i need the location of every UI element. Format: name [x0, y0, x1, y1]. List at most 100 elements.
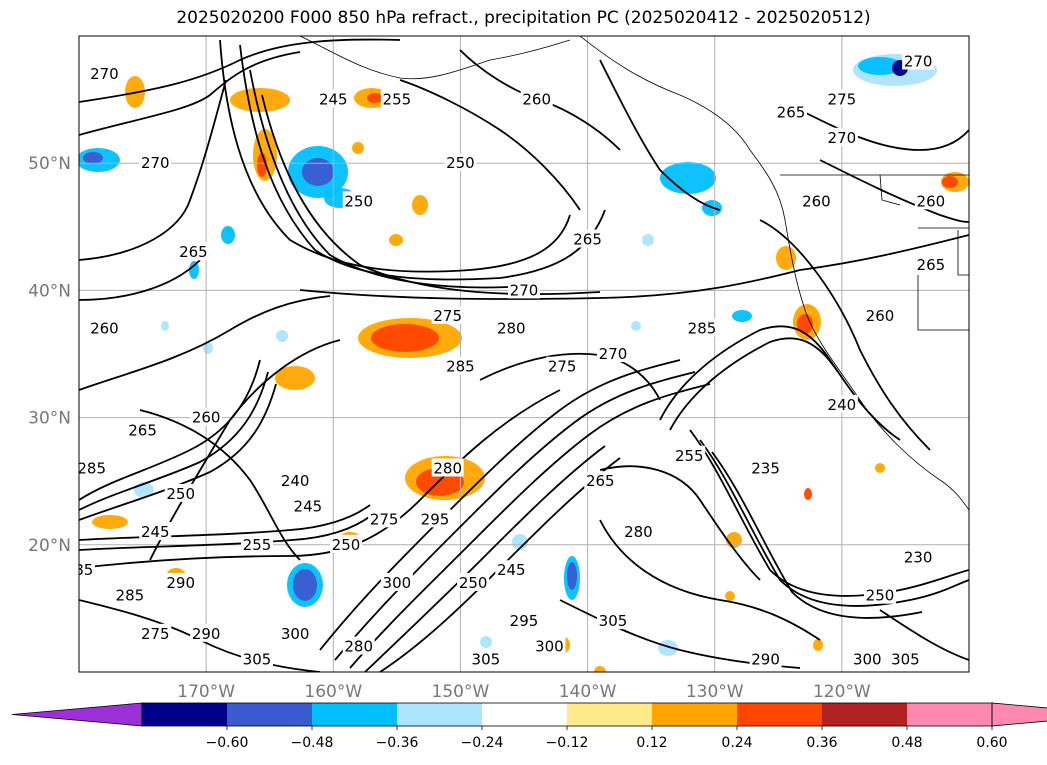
contour-label-bg [597, 611, 629, 630]
colorbar-tick-label: 0.48 [891, 735, 922, 751]
precip-blob [221, 226, 235, 244]
contour-label: 285 [65, 561, 94, 579]
contour-line [669, 337, 839, 431]
precip-blob [83, 152, 103, 164]
contour-label-bg [457, 572, 490, 591]
contour-label-bg [419, 509, 451, 528]
contour-label-bg [241, 534, 273, 553]
contour-line [319, 359, 681, 651]
contour-label-bg [317, 89, 350, 108]
contour-label-bg [79, 458, 108, 477]
contour-label-bg [164, 572, 197, 591]
coastline [879, 174, 901, 206]
contour-label-bg [469, 649, 502, 668]
colorbar-tick-label: 0.24 [721, 735, 752, 751]
contour-label: 260 [90, 320, 119, 338]
contour-label: 290 [751, 650, 780, 668]
contour-label-bg [749, 458, 782, 477]
precip-blob [276, 330, 288, 342]
lat-tick-label: 40°N [28, 281, 71, 301]
contour-label-bg [902, 51, 935, 70]
contour-line [599, 59, 721, 211]
contour-line [799, 109, 969, 151]
contour-label: 260 [802, 192, 831, 210]
contour-label: 260 [917, 192, 946, 210]
colorbar-extend-low [11, 702, 143, 727]
contour-label: 305 [599, 612, 628, 630]
colorbar-segment [312, 703, 397, 726]
contour-label: 285 [77, 459, 106, 477]
contour-label: 270 [90, 65, 119, 83]
contour-line [79, 359, 261, 501]
colorbar-tick-label: −0.48 [291, 735, 334, 751]
colorbar-segment [907, 703, 992, 726]
contour-label: 275 [370, 510, 399, 528]
contour-label: 275 [548, 358, 577, 376]
contour-label: 275 [433, 307, 462, 325]
contour-line [759, 219, 931, 451]
chart-title: 2025020200 F000 850 hPa refract., precip… [176, 8, 871, 28]
contour-label-bg [139, 153, 172, 172]
contour-label: 280 [624, 523, 653, 541]
contour-label-bg [190, 407, 223, 426]
precip-blob [203, 342, 213, 354]
precip-blob [813, 639, 823, 651]
contour-label: 295 [510, 612, 539, 630]
contour-label-bg [164, 483, 197, 502]
contour-label: 305 [472, 650, 501, 668]
contour-label: 250 [459, 574, 488, 592]
contour-label: 250 [344, 192, 373, 210]
contour-label: 255 [675, 447, 704, 465]
colorbar-tick-label: 0.60 [976, 735, 1007, 751]
lat-tick-label: 20°N [28, 536, 71, 556]
contour-label-bg [79, 560, 95, 579]
contour-line [219, 39, 571, 273]
lat-tick-label: 50°N [28, 154, 71, 174]
contour-line [599, 465, 761, 581]
contour-labels: 270 245 255 260 270 250 250 265 265 275 270 270 260 2… [65, 51, 947, 668]
map-frame [78, 35, 970, 673]
contour-label: 300 [535, 638, 564, 656]
contour-label-bg [546, 356, 579, 375]
contour-label: 305 [243, 650, 272, 668]
precip-blob [480, 636, 492, 648]
contour-label-bg [495, 318, 528, 337]
contour-label-bg [914, 191, 947, 210]
contour-label: 295 [421, 510, 450, 528]
contour-line [334, 371, 696, 661]
contour-label: 275 [141, 625, 170, 643]
contour-label: 300 [383, 574, 412, 592]
precip-blob [725, 591, 735, 601]
contour-label-bg [749, 649, 782, 668]
contour-line [699, 439, 969, 607]
contour-line [79, 383, 277, 521]
precip-blob [642, 234, 654, 246]
latitude-labels: 50°N 40°N 30°N 20°N [28, 154, 71, 556]
contour-label-bg [851, 649, 884, 668]
contour-line [79, 79, 227, 261]
contour-label-bg [126, 420, 159, 439]
contour-label: 285 [688, 320, 717, 338]
contour-label: 265 [586, 472, 615, 490]
contour-line [399, 79, 581, 211]
colorbar-segment [142, 703, 227, 726]
contour-label-bg [864, 305, 896, 324]
contour-label-bg [330, 534, 362, 553]
contour-label: 300 [853, 650, 882, 668]
contour-label-bg [139, 623, 172, 642]
precip-blob [631, 321, 641, 331]
contour-label-bg [825, 394, 858, 413]
contour-label-bg [113, 585, 146, 604]
contour-line [79, 259, 201, 301]
contour-label: 285 [446, 358, 475, 376]
contour-label: 265 [917, 256, 946, 274]
contour-label: 300 [281, 625, 310, 643]
contour-line [139, 409, 301, 561]
contour-label-bg [825, 127, 858, 146]
contour-label: 250 [166, 485, 195, 503]
contour-label-bg [584, 471, 617, 490]
contour-line [299, 234, 969, 300]
contour-line [599, 519, 821, 641]
colorbar-tick-label: −0.24 [461, 735, 504, 751]
